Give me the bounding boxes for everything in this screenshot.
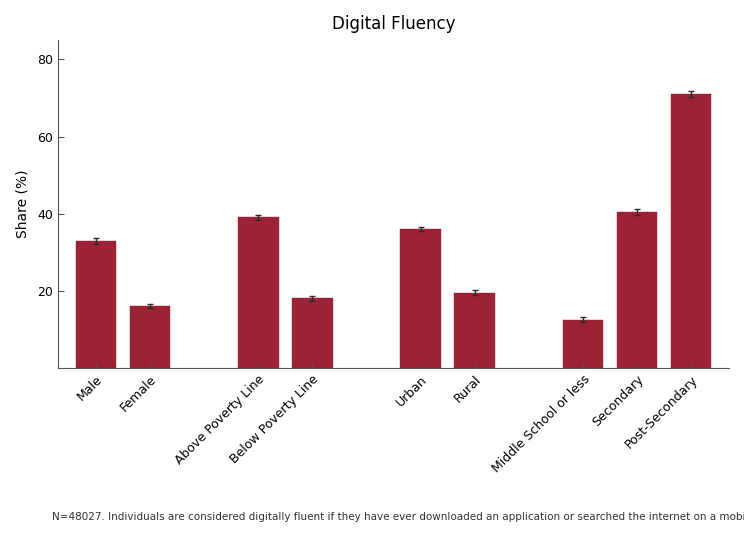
Bar xyxy=(238,217,279,368)
Bar xyxy=(671,94,711,368)
Bar xyxy=(292,298,333,368)
Bar xyxy=(130,306,170,368)
Bar xyxy=(455,293,495,368)
Bar xyxy=(76,240,116,368)
Y-axis label: Share (%): Share (%) xyxy=(15,169,29,238)
Text: N=48027. Individuals are considered digitally fluent if they have ever downloade: N=48027. Individuals are considered digi… xyxy=(52,512,744,522)
Bar xyxy=(562,320,603,368)
Bar xyxy=(400,229,441,368)
Title: Digital Fluency: Digital Fluency xyxy=(332,15,455,33)
Bar xyxy=(617,212,657,368)
